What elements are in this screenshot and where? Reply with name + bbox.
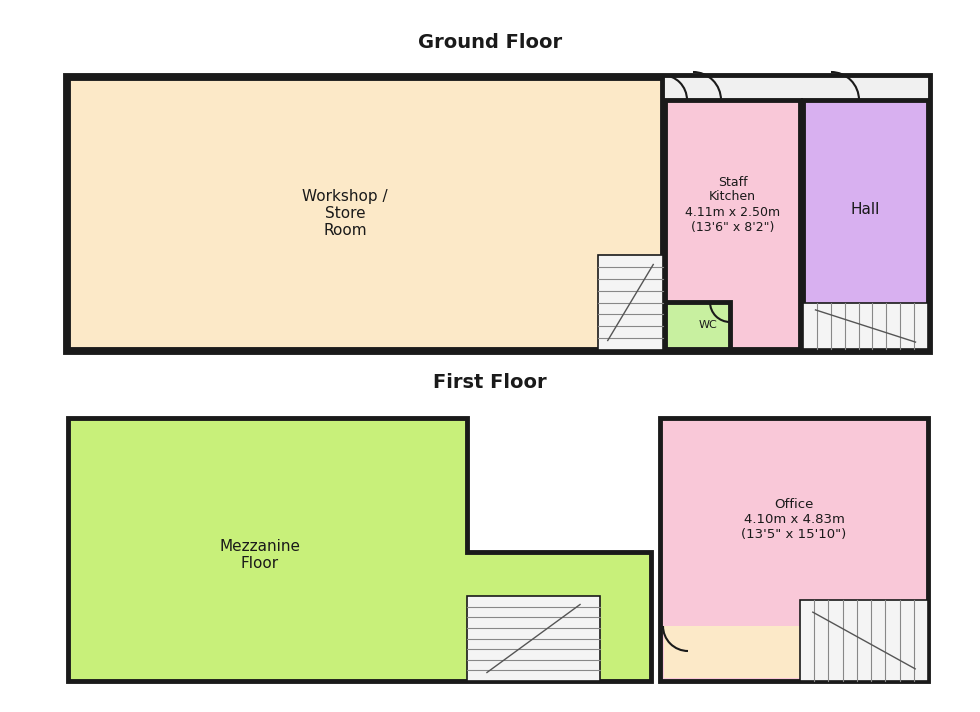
Text: Mezzanine
Floor: Mezzanine Floor: [220, 539, 301, 571]
Bar: [803, 303, 928, 349]
Text: First Floor: First Floor: [433, 374, 547, 392]
Bar: [664, 626, 924, 678]
Text: Ground Floor: Ground Floor: [417, 33, 563, 51]
Text: Hall: Hall: [851, 202, 880, 217]
Text: Staff
Kitchen
4.11m x 2.50m
(13'6" x 8'2"): Staff Kitchen 4.11m x 2.50m (13'6" x 8'2…: [685, 175, 780, 234]
Polygon shape: [68, 418, 651, 681]
Bar: [803, 100, 928, 349]
Bar: [665, 100, 800, 349]
Bar: [660, 418, 928, 681]
Bar: [65, 75, 930, 352]
Bar: [598, 255, 663, 350]
Text: Workshop /
Store
Room: Workshop / Store Room: [302, 189, 388, 239]
Text: WC: WC: [698, 320, 717, 330]
Bar: [467, 596, 600, 681]
Bar: [68, 78, 662, 349]
Bar: [665, 302, 730, 349]
Bar: [800, 600, 928, 681]
Text: Office
4.10m x 4.83m
(13'5" x 15'10"): Office 4.10m x 4.83m (13'5" x 15'10"): [742, 498, 847, 541]
